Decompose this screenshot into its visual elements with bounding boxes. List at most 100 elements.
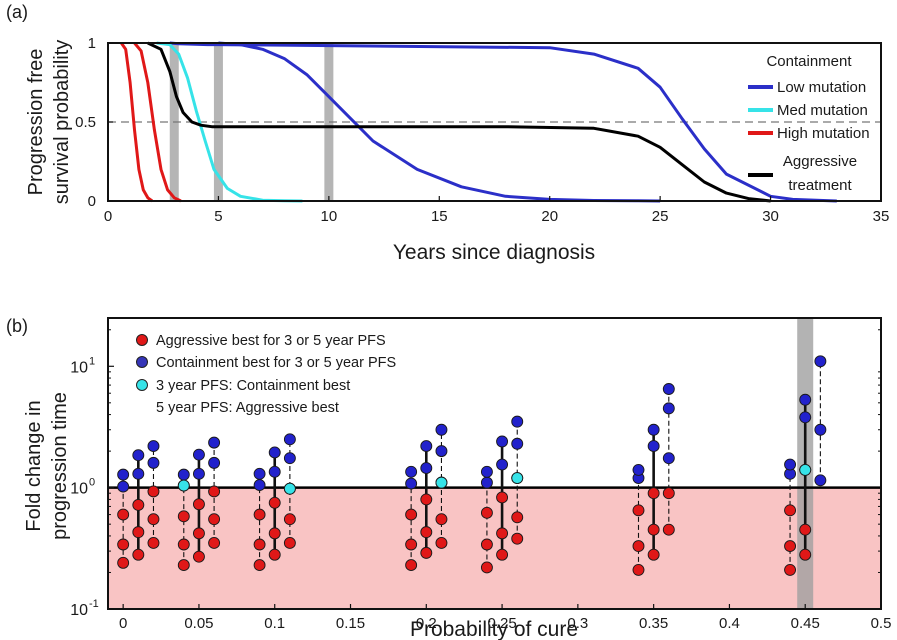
a-xtick-label: 15 [431,208,448,225]
data-point [480,506,493,519]
data-point [253,479,266,492]
data-point [208,485,221,498]
highlight-band-year-3 [324,44,334,200]
data-point [435,513,448,526]
data-point [283,433,296,446]
legend-b-entry-mixed-1: 3 year PFS: Containment best [156,378,350,394]
data-point [799,523,812,536]
data-point [496,435,509,448]
data-point [420,493,433,506]
data-point [647,548,660,561]
data-point [268,446,281,459]
data-point [147,440,160,453]
data-point [117,556,130,569]
data-point [208,436,221,449]
panel-a-legend: Containment Low mutation Med mutation Hi… [748,53,870,194]
data-point [632,504,645,517]
data-point [405,538,418,551]
data-point [283,513,296,526]
panel-b-legend: Aggressive best for 3 or 5 year PFS Cont… [136,333,396,416]
data-point [405,508,418,521]
data-point [480,561,493,574]
a-xtick-label: 25 [652,208,669,225]
data-point [647,423,660,436]
data-point [480,538,493,551]
panel-b-ylabel-line2: progression time [49,392,71,540]
data-point [405,559,418,572]
data-point [420,526,433,539]
data-point [192,527,205,540]
data-point [511,511,524,524]
data-point [632,463,645,476]
data-point-cyan [511,472,524,484]
data-point [799,548,812,561]
a-ytick-label: 0 [88,193,96,210]
panel-a-ylabel-line1: Progression free [25,49,47,196]
data-point-cyan [435,476,448,489]
data-point [420,546,433,559]
a-xtick-label: 20 [541,208,558,225]
data-point [420,440,433,453]
data-point-cyan [799,463,812,476]
data-point [268,527,281,540]
data-point [132,526,145,539]
b-xtick-label: 0.25 [487,615,516,632]
panel-b-ticks: 0 0.05 0.1 0.15 0.2 0.25 0.3 0.35 0.4 0.45 0.510 -1… [70,329,892,632]
b-xtick-label: 0.1 [264,615,285,632]
data-point [784,504,797,517]
data-point [177,468,190,481]
panel-b-shaded-region [108,487,881,609]
data-point [147,456,160,469]
data-point-cyan [177,479,190,492]
data-point [496,548,509,561]
data-point [117,480,130,493]
data-point [405,477,418,490]
a-xtick-label: 5 [214,208,222,225]
data-point [117,538,130,551]
legend-a-aggressive-2: treatment [788,177,852,194]
data-point [435,423,448,436]
a-xtick-label: 10 [321,208,338,225]
data-point [784,540,797,553]
series-line-1 [169,41,837,203]
data-point-cyan [283,482,296,495]
b-xtick-label: 0.5 [871,615,892,632]
data-point [177,538,190,551]
panel-a-ylabel-line2: survival probability [51,40,73,205]
data-point [253,559,266,572]
b-ytick-label: 10 [70,602,88,619]
panel-a-ticks: 0 5 10 15 20 25 30 35 0 0.5 1 [75,35,889,225]
data-point [192,467,205,480]
data-point [192,448,205,461]
data-point [632,540,645,553]
data-point [268,496,281,509]
legend-a-aggressive-1: Aggressive [783,153,857,170]
data-point [647,523,660,536]
b-xtick-label: 0.2 [416,615,437,632]
data-point [662,402,675,415]
b-ytick-exponent: 0 [89,477,95,489]
data-point [147,513,160,526]
data-point [799,393,812,406]
data-point [132,449,145,462]
data-point [420,462,433,475]
data-point [814,423,827,436]
data-point [147,537,160,549]
series-line-4 [120,42,154,203]
data-point [132,548,145,561]
data-point [496,491,509,504]
data-point [511,437,524,450]
data-point [268,548,281,561]
data-point [480,465,493,478]
data-point [253,467,266,480]
data-point [511,415,524,428]
data-point [117,468,130,481]
data-point [662,487,675,500]
panel-a-label: (a) [6,2,28,22]
legend-b-marker-cyan [136,379,148,391]
a-xtick-label: 0 [104,208,112,225]
data-point [405,465,418,478]
legend-b-entry-containment: Containment best for 3 or 5 year PFS [156,355,396,371]
data-point [662,523,675,536]
